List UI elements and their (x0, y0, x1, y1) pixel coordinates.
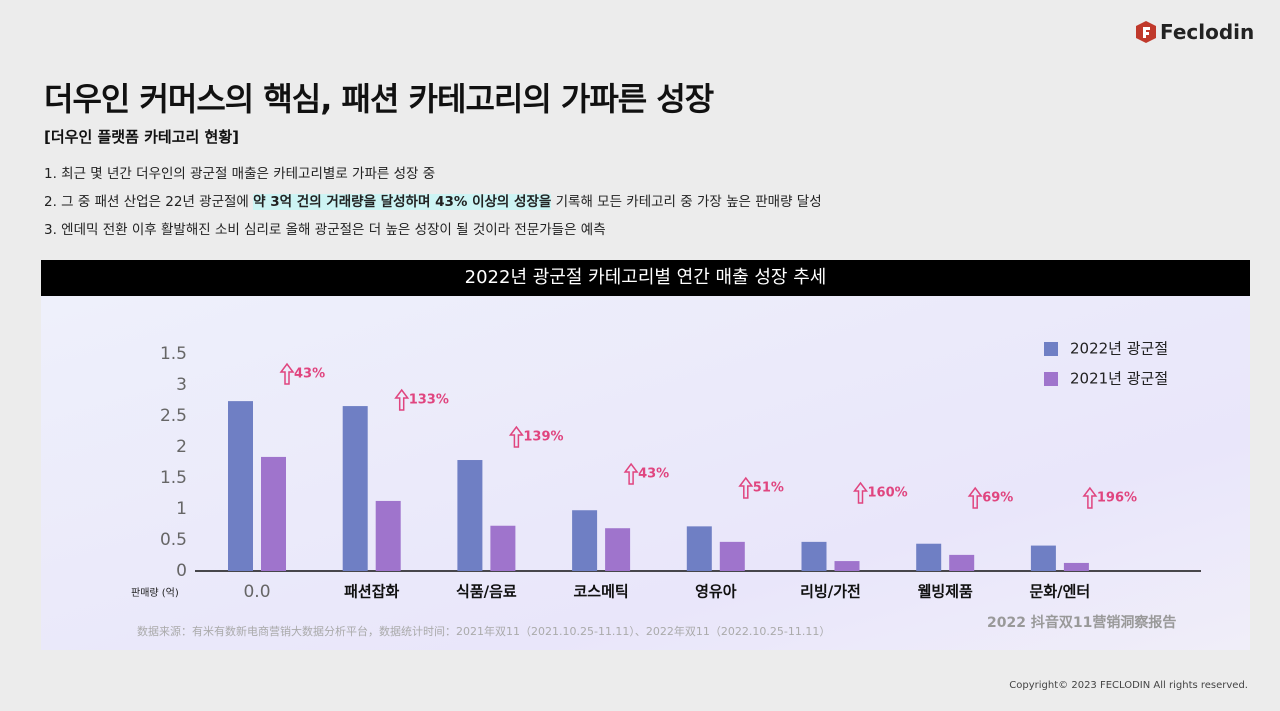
legend-label: 2022년 광군절 (1070, 340, 1168, 358)
growth-label: 51% (753, 481, 784, 496)
y-tick-label: 1.5 (160, 468, 187, 488)
source-note: 数据来源：有米有数新电商营销大数据分析平台，数据统计时间：2021年双11（20… (137, 624, 830, 638)
watermark: 2022 抖音双11营销洞察报告 (987, 614, 1176, 631)
bar (375, 500, 401, 571)
growth-arrow (1082, 486, 1098, 509)
bullet: 3. 엔데믹 전환 이후 활발해진 소비 심리로 올해 광군절은 더 높은 성장… (44, 218, 606, 238)
bar (834, 561, 860, 571)
bar (719, 541, 745, 571)
bar (916, 543, 942, 571)
legend-label: 2021년 광군절 (1070, 370, 1168, 388)
y-tick-label: 0.5 (160, 530, 187, 550)
growth-arrow (853, 481, 868, 504)
bar (261, 456, 286, 571)
growth-label: 43% (294, 367, 325, 382)
x-tick-label: 문화/엔터 (1030, 583, 1091, 601)
bar (686, 526, 712, 571)
growth-label: 133% (409, 393, 449, 408)
logo-icon (1136, 21, 1156, 43)
growth-arrow (738, 476, 754, 499)
chart: 0 0.5 1 1.5 2 2.5 3 1.5 판매량 (억) 0.0 43% 패션잡화 133% 식품/… (41, 296, 1250, 650)
bar (457, 460, 483, 571)
growth-arrow (623, 462, 639, 485)
legend-swatch (1044, 342, 1058, 356)
y-tick-label: 0 (176, 561, 187, 581)
x-tick-label: 리빙/가전 (800, 583, 861, 601)
bar (490, 525, 516, 571)
bullet-text: 3. 엔데믹 전환 이후 활발해진 소비 심리로 올해 광군절은 더 높은 성장… (44, 222, 606, 238)
bar (1030, 545, 1056, 571)
bar (801, 541, 827, 571)
x-tick-label: 0.0 (243, 582, 270, 602)
x-tick-label: 웰빙제품 (918, 583, 973, 601)
growth-label: 69% (982, 491, 1013, 506)
bar (572, 510, 598, 571)
bar (605, 528, 631, 571)
logo-text: Feclodin (1160, 20, 1255, 44)
bullet: 1. 최근 몇 년간 더우인의 광군절 매출은 카테고리별로 가파른 성장 중 (44, 162, 435, 182)
bullet-text: 2. 그 중 패션 산업은 22년 광군절에 (44, 194, 254, 210)
copyright: Copyright© 2023 FECLODIN All rights rese… (1009, 680, 1248, 691)
logo: Feclodin (1136, 20, 1254, 44)
x-tick-label: 식품/음료 (456, 583, 517, 601)
growth-arrow (508, 425, 524, 448)
bar (228, 401, 253, 571)
bullet: 2. 그 중 패션 산업은 22년 광군절에 약 3억 건의 거래량을 달성하며… (44, 190, 822, 210)
y-tick-label: 1.5 (160, 344, 187, 364)
legend-swatch (1044, 372, 1058, 386)
growth-label: 160% (868, 486, 908, 501)
bullet-text: 1. 최근 몇 년간 더우인의 광군절 매출은 카테고리별로 가파른 성장 중 (44, 166, 436, 182)
growth-arrow (967, 486, 983, 509)
x-tick-label: 패션잡화 (344, 583, 399, 601)
growth-arrow (394, 388, 410, 411)
y-tick-label: 2 (176, 437, 187, 457)
subtitle: [더우인 플랫폼 카테고리 현황] (44, 128, 239, 146)
bar (342, 406, 368, 571)
y-tick-label: 3 (176, 375, 187, 395)
bar (949, 554, 975, 571)
y-tick-label: 2.5 (160, 406, 187, 426)
bullet-text: 약 3억 건의 거래량을 달성하며 43% 이상의 성장을 (253, 194, 552, 210)
growth-label: 139% (523, 430, 563, 445)
growth-label: 43% (638, 467, 669, 482)
growth-label: 196% (1097, 491, 1137, 506)
growth-arrow (279, 362, 295, 385)
x-tick-label: 코스메틱 (573, 583, 628, 601)
y-tick-label: 1 (176, 499, 187, 519)
title: 더우인 커머스의 핵심, 패션 카테고리의 가파른 성장 (44, 80, 714, 118)
bullet-text: 기록해 모든 카테고리 중 가장 높은 판매량 달성 (551, 194, 822, 210)
x-tick-label: 영유아 (695, 583, 737, 601)
bar (1063, 562, 1089, 571)
chart-title: 2022년 광군절 카테고리별 연간 매출 성장 추세 (41, 260, 1250, 296)
y-axis-label: 판매량 (억) (131, 587, 179, 599)
